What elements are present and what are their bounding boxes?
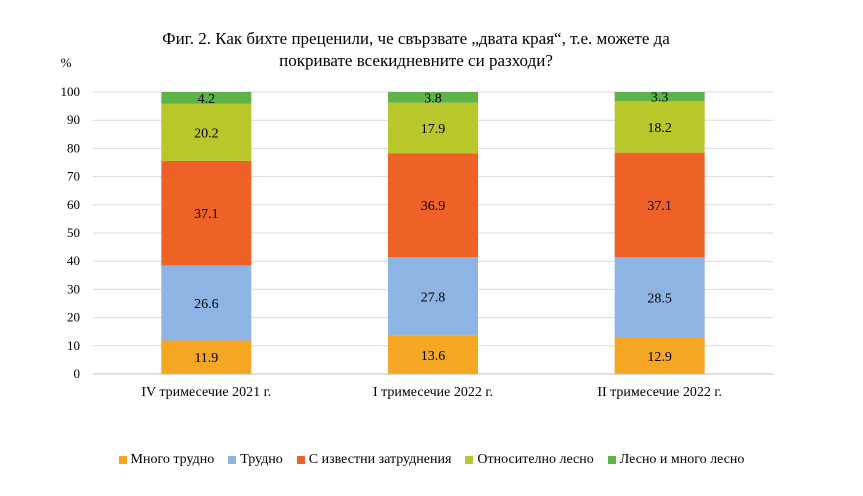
data-label: 3.3	[651, 91, 669, 106]
bar-segment	[614, 101, 705, 153]
data-label: 13.6	[421, 349, 446, 364]
chart-title-line-2: покривате всекидневните си разходи?	[279, 51, 553, 70]
y-axis-label: %	[61, 55, 72, 70]
bar-segment	[614, 257, 705, 338]
bar-segment	[161, 340, 252, 374]
bar-segment	[388, 153, 478, 258]
data-label: 28.5	[647, 291, 672, 306]
bar-segment	[161, 92, 252, 104]
legend-item: Относително лесно	[465, 452, 594, 468]
bar-segment	[614, 337, 705, 374]
data-label: 18.2	[647, 121, 672, 136]
y-tick-label: 10	[67, 338, 80, 353]
data-label: 12.9	[647, 350, 672, 365]
legend-label: Относително лесно	[477, 452, 594, 467]
bar-segment	[614, 92, 705, 102]
data-label: 4.2	[198, 92, 216, 107]
legend-item: Трудно	[228, 452, 283, 468]
bars: 11.9 26.6 37.1 20.2 4.2 13.6 27.8 36.9 17.9 3.8 12…	[161, 91, 705, 374]
bar-segment	[388, 257, 478, 336]
category-label: II тримесечие 2022 г.	[597, 385, 722, 400]
legend-swatch	[607, 456, 616, 464]
stacked-bar-chart: Фиг. 2. Как бихте преценили, че свързват…	[61, 29, 773, 400]
legend: Много трудно Трудно С известни затруднения…	[0, 452, 863, 468]
data-label: 27.8	[421, 290, 446, 305]
legend-item: Много трудно	[118, 452, 215, 468]
data-label: 3.8	[424, 91, 442, 106]
category-label: I тримесечие 2022 г.	[373, 385, 493, 400]
y-axis-ticks: 0 10 20 30 40 50 60 70 80 90 100	[61, 84, 81, 381]
y-tick-label: 50	[67, 225, 80, 240]
legend-label: Много трудно	[130, 452, 215, 467]
bar-segment	[388, 335, 478, 374]
bar-segment	[161, 103, 252, 161]
data-label: 20.2	[194, 126, 219, 141]
data-label: 37.1	[647, 199, 672, 214]
legend-label: Трудно	[240, 452, 283, 467]
data-label: 37.1	[194, 207, 219, 222]
chart-title-line-1: Фиг. 2. Как бихте преценили, че свързват…	[162, 29, 670, 48]
legend-label: С известни затруднения	[308, 452, 452, 467]
y-tick-label: 70	[67, 169, 80, 184]
legend-item: С известни затруднения	[296, 452, 452, 468]
y-tick-label: 0	[74, 366, 81, 381]
bar-segment	[161, 265, 252, 341]
y-tick-label: 60	[67, 197, 80, 212]
y-tick-label: 100	[61, 84, 81, 99]
legend-label: Лесно и много лесно	[619, 452, 745, 467]
bar-segment	[161, 160, 252, 266]
y-tick-label: 80	[67, 140, 80, 155]
y-tick-label: 20	[67, 310, 80, 325]
legend-swatch	[465, 456, 474, 464]
data-label: 26.6	[194, 297, 219, 312]
legend-item: Лесно и много лесно	[607, 452, 745, 468]
bar-segment	[388, 102, 478, 154]
legend-swatch	[118, 456, 127, 464]
category-label: IV тримесечие 2021 г.	[141, 385, 271, 400]
y-tick-label: 40	[67, 253, 80, 268]
y-tick-label: 30	[67, 281, 80, 296]
y-tick-label: 90	[67, 112, 80, 127]
data-label: 11.9	[194, 351, 218, 366]
legend-swatch	[296, 456, 305, 464]
data-label: 36.9	[421, 199, 446, 214]
bar-segment	[614, 152, 705, 258]
category-labels: IV тримесечие 2021 г. I тримесечие 2022 г…	[141, 385, 722, 400]
data-label: 17.9	[421, 122, 446, 137]
legend-swatch	[228, 456, 237, 464]
bar-segment	[388, 92, 478, 103]
